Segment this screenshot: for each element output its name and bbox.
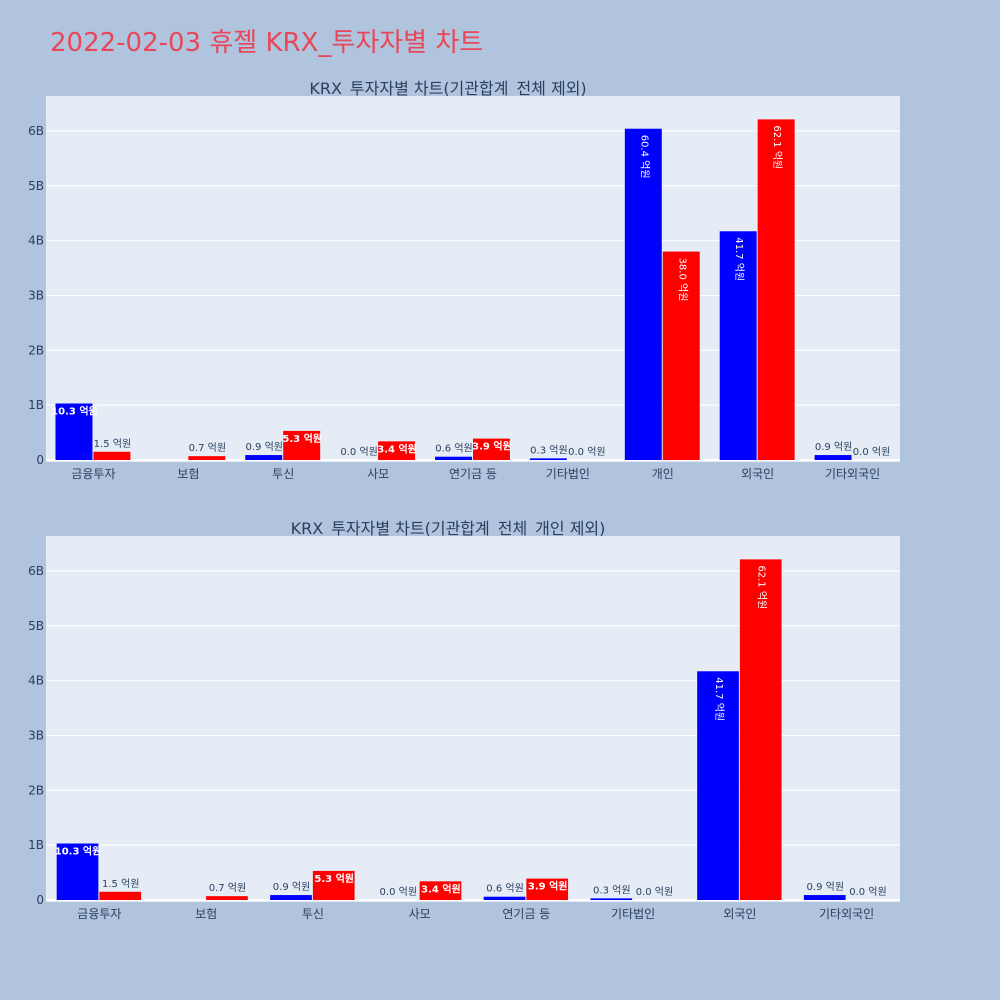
x-tick-label: 기타외국인: [825, 467, 880, 481]
x-tick-label: 외국인: [741, 467, 774, 481]
bar-series-2: [93, 451, 131, 460]
data-label: 0.6 억원: [486, 883, 523, 895]
data-label: 41.7 억원: [713, 677, 725, 721]
data-label: 0.9 억원: [807, 881, 844, 893]
data-label: 0.9 억원: [815, 441, 852, 453]
y-tick-label: 3B: [28, 728, 44, 742]
page-title: 2022-02-03 휴젤 KRX_투자자별 차트: [50, 28, 484, 58]
data-label: 0.9 억원: [246, 441, 283, 453]
x-tick-label: 기타법인: [611, 907, 655, 921]
bar-series-1: [590, 898, 633, 900]
data-label: 1.5 억원: [94, 438, 131, 450]
data-label: 0.0 억원: [636, 886, 673, 898]
chart-title: KRX_투자자별 차트(기관합계_전체_개인 제외): [291, 519, 606, 539]
data-label: 10.3 억원: [55, 845, 102, 858]
data-label: 62.1 억원: [756, 565, 768, 609]
y-tick-label: 4B: [28, 234, 44, 248]
x-tick-label: 개인: [652, 467, 674, 481]
data-label: 0.3 억원: [593, 884, 630, 896]
data-label: 0.0 억원: [853, 446, 890, 458]
bar-series-1: [719, 231, 757, 460]
bar-series-1: [814, 455, 852, 460]
bar-series-1: [435, 456, 472, 460]
data-label: 0.0 억원: [849, 886, 886, 898]
data-label: 0.0 억원: [568, 446, 605, 458]
bar-series-2: [283, 430, 321, 460]
data-label: 10.3 억원: [51, 405, 98, 418]
bar-series-2: [526, 878, 569, 900]
x-tick-label: 투신: [272, 467, 294, 481]
x-tick-label: 금융투자: [71, 467, 115, 481]
data-label: 1.5 억원: [102, 878, 139, 890]
bar-series-1: [624, 128, 662, 460]
x-tick-label: 연기금 등: [449, 467, 497, 481]
data-label: 3.4 억원: [421, 882, 461, 895]
data-label: 0.0 억원: [380, 886, 417, 898]
y-tick-label: 5B: [28, 179, 44, 193]
bar-series-1: [55, 403, 93, 460]
bar-series-2: [662, 251, 700, 460]
bar-series-2: [473, 438, 510, 460]
chart-top: KRX_투자자별 차트(기관합계_전체 제외) 0 1B 2B 3B 4B 5B 6B 금융투자…: [28, 79, 900, 481]
bar-series-2: [312, 870, 355, 900]
x-tick-label: 외국인: [723, 907, 756, 921]
data-label: 41.7 억원: [733, 237, 745, 281]
bar-series-2: [419, 881, 462, 900]
x-tick-label: 사모: [367, 467, 389, 481]
data-label: 0.3 억원: [530, 444, 567, 456]
bar-series-2: [378, 441, 416, 460]
bar-series-1: [245, 455, 283, 460]
bar-series-2: [757, 119, 795, 461]
y-tick-label: 0: [36, 453, 44, 467]
x-tick-label: 투신: [302, 907, 324, 921]
x-tick-label: 보험: [177, 467, 199, 481]
bar-series-2: [739, 559, 782, 900]
x-tick-label: 사모: [409, 907, 431, 921]
chart-bottom: KRX_투자자별 차트(기관합계_전체_개인 제외) 0 1B 2B 3B 4B 5B 6B 금…: [28, 519, 900, 921]
y-tick-label: 4B: [28, 674, 44, 688]
bar-series-1: [529, 458, 567, 460]
y-tick-label: 3B: [28, 288, 44, 302]
bar-series-1: [483, 896, 526, 900]
bar-series-2: [99, 891, 142, 900]
x-tick-label: 기타법인: [546, 467, 590, 481]
y-tick-label: 6B: [28, 124, 44, 138]
data-label: 0.6 억원: [435, 443, 472, 455]
data-label: 5.3 억원: [282, 432, 322, 445]
bar-series-1: [270, 895, 312, 900]
data-label: 0.9 억원: [273, 881, 310, 893]
x-tick-label: 기타외국인: [819, 907, 874, 921]
data-label: 62.1 억원: [771, 125, 783, 169]
data-label: 60.4 억원: [638, 135, 650, 179]
y-tick-label: 2B: [28, 343, 44, 357]
bar-series-2: [188, 456, 226, 460]
data-label: 3.9 억원: [528, 880, 568, 893]
data-label: 38.0 억원: [676, 258, 688, 302]
y-tick-label: 6B: [28, 564, 44, 578]
data-label: 5.3 억원: [314, 872, 354, 885]
x-tick-label: 금융투자: [77, 907, 121, 921]
bar-series-2: [206, 896, 248, 900]
data-label: 3.4 억원: [377, 442, 417, 455]
data-label: 0.7 억원: [189, 442, 226, 454]
y-tick-label: 1B: [28, 398, 44, 412]
y-tick-label: 2B: [28, 783, 44, 797]
data-label: 3.9 억원: [472, 440, 512, 453]
y-tick-label: 5B: [28, 619, 44, 633]
x-tick-label: 연기금 등: [502, 907, 550, 921]
data-label: 0.7 억원: [209, 882, 246, 894]
data-label: 0.0 억원: [340, 446, 377, 458]
chart-title: KRX_투자자별 차트(기관합계_전체 제외): [309, 79, 586, 99]
bar-series-1: [697, 671, 739, 900]
bar-series-1: [56, 843, 99, 900]
y-tick-label: 0: [36, 893, 44, 907]
y-tick-label: 1B: [28, 838, 44, 852]
bar-series-1: [803, 895, 846, 900]
x-tick-label: 보험: [195, 907, 217, 921]
